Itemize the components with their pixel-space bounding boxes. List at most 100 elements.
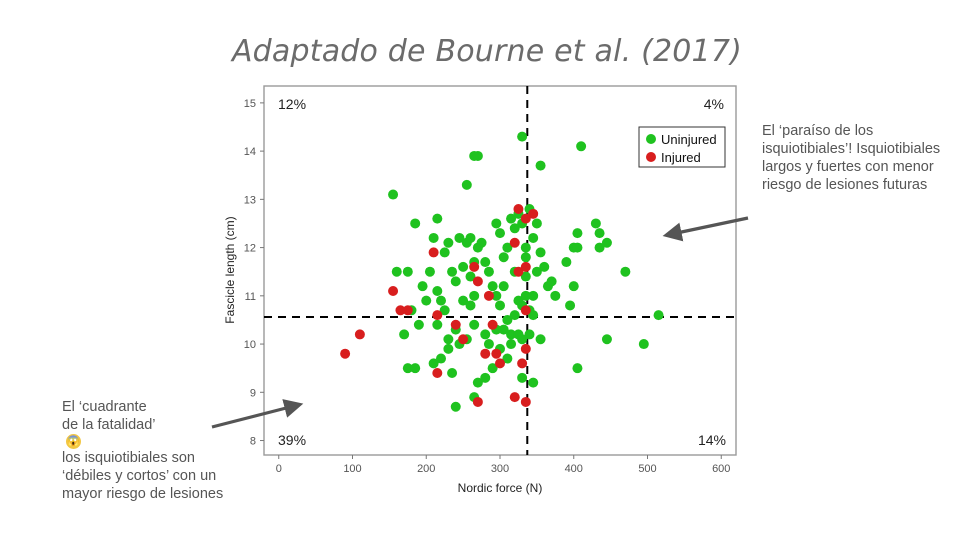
note-line: los isquiotibiales son (62, 450, 195, 466)
uninjured-point (483, 266, 494, 277)
note-line: de la fatalidad’ 😱 (62, 417, 156, 449)
legend-label-uninjured: Uninjured (661, 132, 717, 147)
uninjured-point (535, 160, 546, 171)
uninjured-point (546, 276, 557, 287)
uninjured-point (439, 247, 450, 258)
uninjured-point (443, 334, 454, 345)
y-tick-label: 12 (244, 243, 256, 255)
uninjured-point (535, 334, 546, 345)
uninjured-point (458, 295, 469, 306)
uninjured-point (528, 232, 539, 243)
injured-point (528, 208, 539, 219)
injured-point (520, 213, 531, 224)
uninjured-point (528, 377, 539, 388)
uninjured-point (620, 266, 631, 277)
y-tick-label: 10 (244, 339, 256, 351)
uninjured-point (576, 141, 587, 152)
uninjured-point (469, 319, 480, 330)
uninjured-point (517, 334, 528, 345)
uninjured-point (399, 329, 410, 340)
injured-point (458, 334, 469, 345)
uninjured-point (450, 276, 461, 287)
uninjured-point (498, 324, 509, 335)
uninjured-point (531, 218, 542, 229)
injured-point (495, 358, 505, 369)
uninjured-point (391, 266, 402, 277)
injured-point (513, 266, 524, 277)
y-tick-label: 15 (244, 98, 256, 110)
injured-point (520, 343, 531, 354)
uninjured-point (413, 319, 424, 330)
note-line: El ‘cuadrante (62, 399, 147, 415)
injured-point (472, 396, 483, 407)
injured-point (469, 261, 480, 272)
note-fatal-quadrant: El ‘cuadrante de la fatalidad’ 😱 los isqu… (62, 398, 262, 503)
injured-point (432, 368, 443, 378)
uninjured-point (410, 363, 421, 374)
note-hamstring-paradise: El ‘paraíso de los isquiotibiales’! Isqu… (762, 123, 941, 193)
y-tick-label: 8 (250, 436, 256, 448)
quadrant-label-bottom-left: 39% (278, 432, 306, 448)
uninjured-point (421, 295, 432, 306)
uninjured-point (594, 242, 605, 253)
y-axis-label: Fascicle length (cm) (223, 216, 237, 323)
injured-point (520, 305, 531, 316)
uninjured-point (458, 261, 469, 272)
x-tick-label: 500 (638, 463, 656, 475)
uninjured-point (461, 179, 472, 190)
y-tick-label: 13 (244, 194, 256, 206)
uninjured-point (520, 271, 531, 282)
uninjured-point (454, 232, 465, 243)
injured-point (402, 305, 413, 316)
uninjured-point (402, 266, 413, 277)
uninjured-point (520, 242, 531, 253)
uninjured-point (506, 213, 517, 224)
uninjured-point (443, 343, 454, 354)
uninjured-point (465, 271, 476, 282)
uninjured-point (487, 281, 498, 292)
injured-point (483, 290, 494, 301)
injured-point (520, 396, 531, 407)
uninjured-point (565, 300, 576, 311)
uninjured-point (480, 372, 491, 383)
legend: Uninjured Injured (638, 126, 726, 168)
uninjured-point (432, 213, 443, 224)
injured-point (388, 286, 399, 296)
uninjured-point (432, 286, 443, 296)
uninjured-point (447, 266, 458, 277)
slide-title: Adaptado de Bourne et al. (2017) (231, 34, 743, 69)
legend-marker-uninjured (646, 134, 656, 144)
uninjured-point (506, 329, 517, 340)
uninjured-point (572, 242, 583, 253)
uninjured-point (601, 237, 612, 248)
uninjured-point (465, 232, 476, 243)
x-axis-label: Nordic force (N) (458, 481, 543, 495)
injured-point (428, 247, 439, 258)
uninjured-point (550, 290, 561, 301)
legend-label-injured: Injured (661, 150, 701, 165)
injured-point (517, 358, 528, 369)
uninjured-point (491, 218, 502, 229)
uninjured-point (439, 305, 450, 316)
injured-point (491, 348, 502, 359)
uninjured-point (388, 189, 399, 200)
uninjured-point (517, 372, 528, 383)
uninjured-point (436, 353, 446, 364)
axis-ticks: 0 100 200 300 400 500 600 8 9 10 11 12 13 14 15 (244, 98, 731, 475)
x-tick-label: 100 (343, 463, 361, 475)
uninjured-point (495, 228, 505, 239)
injured-point (509, 237, 520, 248)
legend-marker-injured (646, 152, 656, 162)
uninjured-point (428, 358, 439, 369)
uninjured-point (520, 252, 531, 263)
uninjured-point (524, 329, 535, 340)
uninjured-point (447, 368, 458, 378)
uninjured-point (572, 228, 583, 239)
uninjured-point (594, 228, 605, 239)
uninjured-point (638, 339, 649, 350)
y-tick-label: 9 (250, 387, 256, 399)
uninjured-point (410, 218, 421, 229)
uninjured-point (402, 363, 413, 374)
